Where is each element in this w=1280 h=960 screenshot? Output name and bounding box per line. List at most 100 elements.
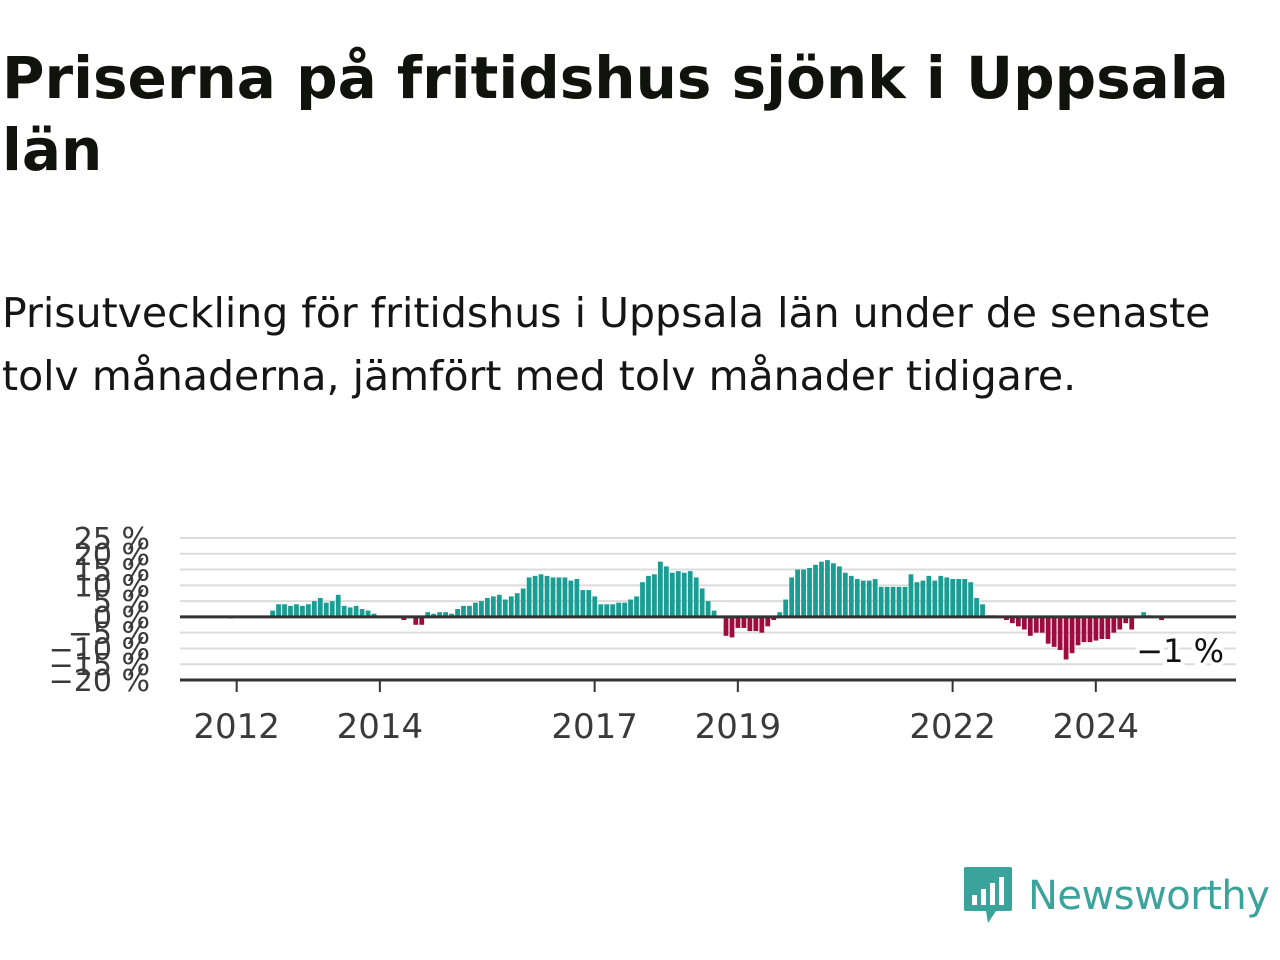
bar bbox=[783, 599, 789, 617]
bar bbox=[968, 582, 974, 617]
bar bbox=[705, 601, 711, 617]
bar bbox=[425, 612, 431, 617]
bar bbox=[944, 577, 950, 617]
bar bbox=[1033, 616, 1039, 633]
bar bbox=[371, 613, 377, 617]
bar bbox=[1093, 616, 1099, 641]
bar bbox=[317, 597, 323, 617]
bar bbox=[508, 596, 514, 617]
bar bbox=[902, 586, 908, 617]
bar bbox=[496, 594, 502, 617]
bar bbox=[890, 586, 896, 617]
bar bbox=[580, 590, 586, 617]
bar bbox=[848, 575, 854, 617]
bar bbox=[1159, 616, 1164, 621]
bar bbox=[311, 601, 317, 617]
bar bbox=[628, 599, 633, 617]
bar bbox=[329, 601, 335, 617]
bar bbox=[878, 586, 884, 617]
brand-name: Newsworthy bbox=[1028, 873, 1270, 919]
bar bbox=[640, 582, 645, 617]
bar bbox=[586, 590, 592, 617]
bar bbox=[1099, 616, 1105, 639]
bar bbox=[1015, 616, 1021, 627]
bar bbox=[884, 586, 890, 617]
bar bbox=[437, 612, 443, 617]
bar bbox=[652, 574, 657, 617]
bar bbox=[819, 561, 824, 617]
bar bbox=[872, 579, 878, 617]
bar bbox=[461, 605, 466, 617]
bar bbox=[980, 604, 985, 617]
bar bbox=[532, 575, 538, 617]
bar bbox=[431, 613, 437, 617]
bar bbox=[282, 604, 287, 617]
bar bbox=[932, 580, 938, 617]
bar bbox=[831, 563, 836, 617]
bar bbox=[860, 580, 866, 617]
bar bbox=[693, 577, 699, 617]
x-tick-label: 2022 bbox=[909, 707, 996, 740]
bar bbox=[675, 571, 681, 617]
bar bbox=[842, 572, 848, 617]
bar bbox=[950, 579, 956, 617]
bar bbox=[807, 567, 812, 617]
x-tick-label: 2014 bbox=[337, 707, 424, 740]
bar bbox=[974, 597, 979, 617]
bar bbox=[1111, 616, 1117, 633]
bar bbox=[741, 616, 747, 628]
bar bbox=[616, 602, 622, 617]
bar bbox=[956, 579, 962, 617]
bar bbox=[729, 616, 735, 638]
x-tick-label: 2012 bbox=[193, 707, 280, 740]
bar bbox=[568, 580, 574, 617]
bar bbox=[908, 574, 914, 617]
bar bbox=[789, 577, 795, 617]
bar bbox=[759, 616, 765, 633]
bar bbox=[1069, 616, 1075, 654]
bars bbox=[228, 560, 1164, 660]
bar bbox=[622, 602, 627, 617]
bar-chart: 25 %20 %15 %10 %5 %0 %−5 %−10 %−15 %−20 … bbox=[49, 522, 1236, 740]
bar bbox=[801, 569, 806, 617]
bar bbox=[1004, 616, 1009, 621]
bar bbox=[604, 604, 610, 617]
bar bbox=[401, 616, 407, 621]
bar bbox=[1051, 616, 1057, 647]
bar bbox=[866, 580, 872, 617]
bar bbox=[270, 610, 275, 617]
bar bbox=[813, 564, 818, 617]
bar bbox=[896, 586, 902, 617]
axis-labels: 25 %20 %15 %10 %5 %0 %−5 %−10 %−15 %−20 … bbox=[49, 522, 1228, 740]
bar bbox=[1045, 616, 1051, 644]
newsworthy-logo: Newsworthy bbox=[962, 864, 1270, 928]
bar bbox=[347, 607, 353, 617]
y-tick-label: 20 % bbox=[74, 538, 150, 573]
bar bbox=[735, 616, 741, 628]
bar bbox=[484, 597, 490, 617]
bar bbox=[699, 588, 705, 617]
bar bbox=[920, 580, 926, 617]
bar bbox=[419, 616, 425, 625]
bar bbox=[306, 604, 311, 617]
bar bbox=[353, 605, 359, 617]
bar bbox=[926, 575, 932, 617]
y-tick-label: 5 % bbox=[93, 585, 150, 620]
bar bbox=[288, 605, 293, 617]
bar bbox=[658, 561, 663, 617]
bar bbox=[479, 601, 484, 617]
bar bbox=[556, 577, 562, 617]
bar bbox=[443, 612, 448, 617]
bar bbox=[669, 572, 675, 617]
bar bbox=[634, 596, 639, 617]
bar bbox=[836, 566, 842, 617]
bar bbox=[938, 575, 944, 617]
bar bbox=[681, 572, 687, 617]
y-tick-label: −20 % bbox=[49, 664, 150, 699]
bar bbox=[592, 596, 598, 617]
bar bbox=[1087, 616, 1093, 643]
y-tick-label: 0 % bbox=[93, 601, 150, 636]
bar bbox=[300, 605, 305, 617]
bar bbox=[914, 582, 920, 617]
bar bbox=[276, 604, 281, 617]
